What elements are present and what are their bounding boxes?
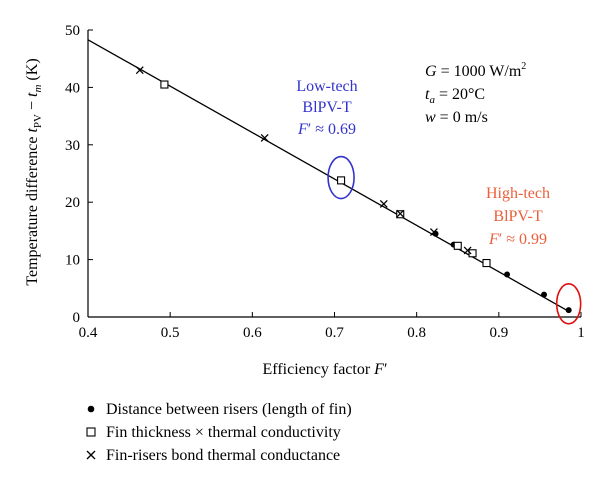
y-tick-label: 20: [65, 195, 80, 211]
data-point-cross: [379, 199, 388, 208]
x-tick-label: 1: [577, 325, 585, 341]
data-point-cross: [463, 246, 472, 255]
y-axis-ticks: 0 10 20 30 40 50: [65, 23, 93, 326]
annotation-high-line3: F′ ≈ 0.99: [488, 231, 547, 248]
legend: Distance between risers (length of fin) …: [86, 401, 352, 464]
annotation-low-tech: Low-tech BlPV-T F′ ≈ 0.69: [296, 78, 357, 138]
data-point-cross: [260, 133, 269, 142]
condition-wind-speed: w = 0 m/s: [425, 109, 488, 126]
annotation-high-tech: High-tech BlPV-T F′ ≈ 0.99: [486, 185, 550, 248]
x-tick-label: 0.5: [161, 325, 180, 341]
data-point-square: [468, 249, 477, 258]
y-tick-label: 50: [65, 23, 80, 39]
x-tick-label: 0.6: [243, 325, 262, 341]
annotation-low-line1: Low-tech: [296, 78, 357, 95]
condition-ambient-temp: ta = 20°C: [425, 86, 485, 106]
ellipse-high-tech: [555, 282, 582, 325]
data-markers: [135, 66, 572, 314]
legend-marker-dot: [87, 405, 95, 413]
annotation-low-line3: F′ ≈ 0.69: [297, 121, 356, 138]
x-axis-ticks: 0.4 0.5 0.6 0.7 0.8 0.9 1: [79, 312, 585, 341]
annotation-high-line2: BlPV-T: [493, 208, 542, 225]
data-point-dot: [541, 291, 548, 298]
legend-label-bond-conductance: Fin-risers bond thermal conductance: [106, 447, 340, 464]
conditions-block: G = 1000 W/m2 ta = 20°C w = 0 m/s: [425, 61, 526, 126]
legend-marker-cross: [86, 450, 96, 460]
x-axis-label: Efficiency factor F′: [263, 361, 388, 378]
data-point-dot: [504, 271, 511, 278]
y-tick-label: 40: [65, 80, 80, 96]
data-point-cross: [429, 228, 438, 237]
data-point-square: [482, 258, 491, 268]
data-point-dot: [565, 307, 572, 314]
highlight-ellipses: [327, 155, 582, 325]
y-tick-label: 30: [65, 138, 80, 154]
y-tick-label: 0: [73, 310, 81, 326]
y-tick-label: 10: [65, 253, 80, 269]
x-tick-label: 0.7: [325, 325, 344, 341]
data-point-cross: [396, 209, 405, 218]
annotation-high-line1: High-tech: [486, 185, 550, 202]
y-axis-label: Temperature difference tPV − tm (K): [24, 58, 44, 285]
data-point-cross: [135, 66, 144, 75]
x-tick-label: 0.9: [489, 325, 508, 341]
x-tick-label: 0.4: [79, 325, 98, 341]
condition-irradiance: G = 1000 W/m2: [425, 61, 526, 80]
legend-marker-square: [86, 427, 96, 437]
data-point-square: [337, 176, 346, 185]
annotation-low-line2: BlPV-T: [302, 99, 351, 116]
data-point-square: [453, 241, 462, 250]
ellipse-low-tech: [327, 155, 355, 200]
legend-label-fin-thickness: Fin thickness × thermal conductivity: [106, 424, 341, 441]
data-point-square: [160, 80, 169, 89]
legend-label-distance: Distance between risers (length of fin): [106, 401, 352, 418]
x-tick-label: 0.8: [407, 325, 426, 341]
